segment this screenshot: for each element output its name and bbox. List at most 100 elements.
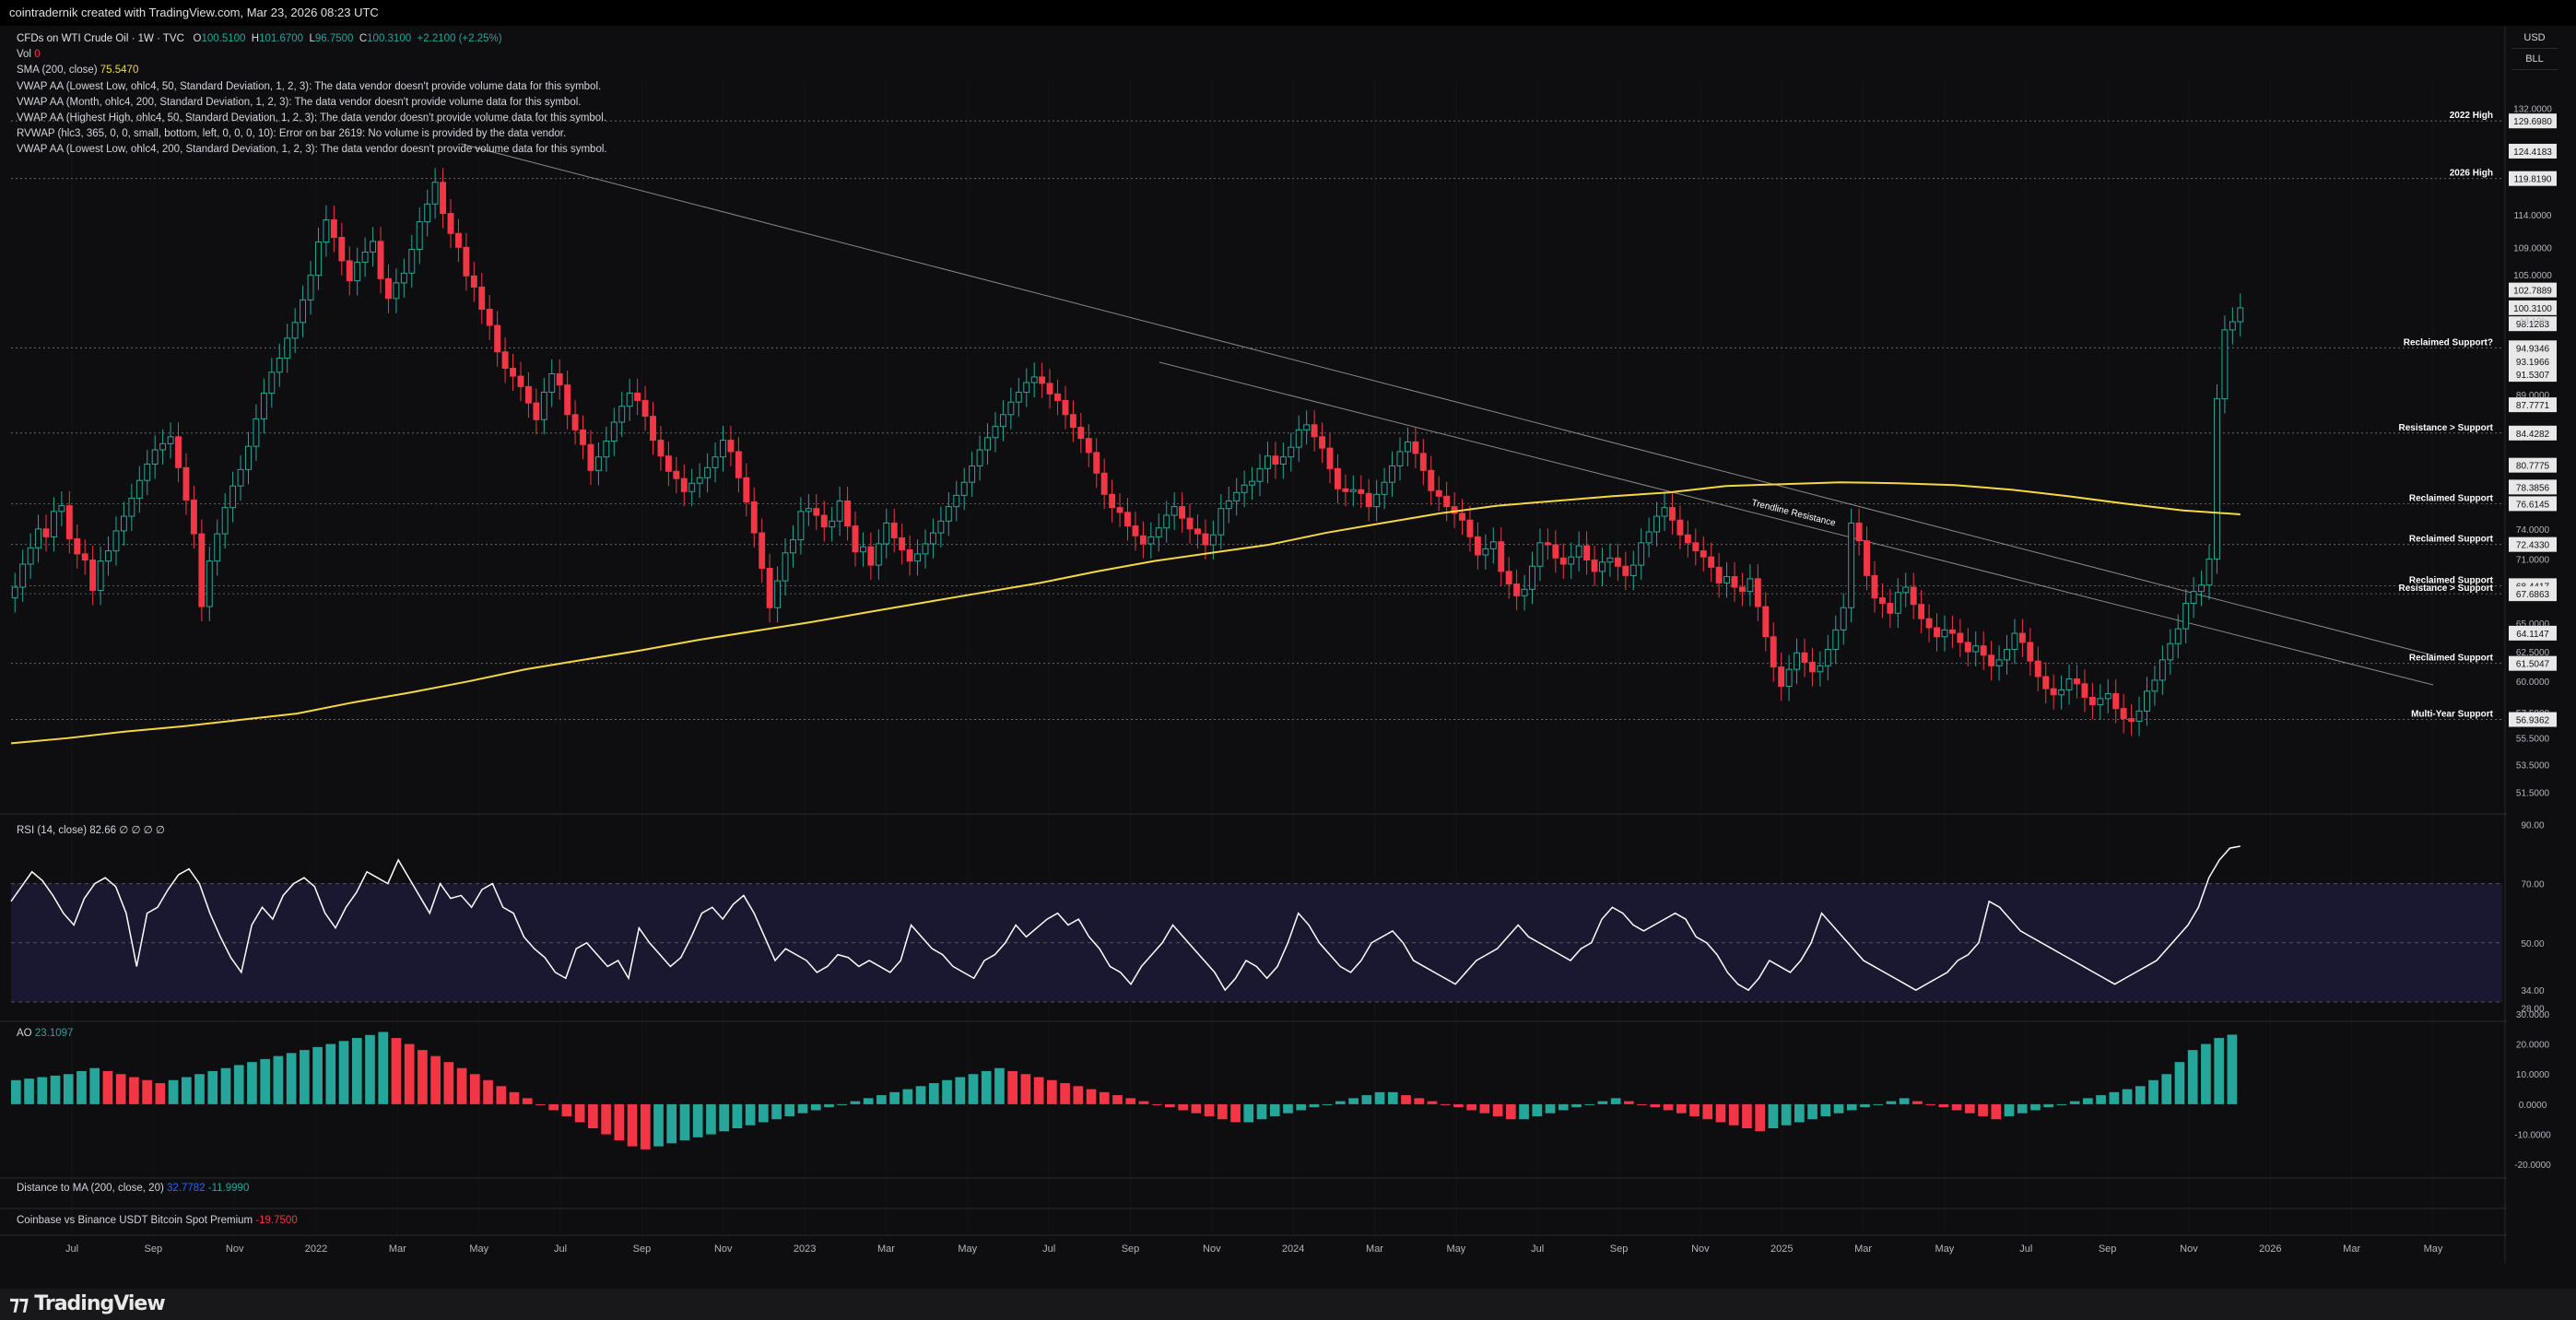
candle-body — [727, 440, 735, 453]
symbol-name[interactable]: CFDs on WTI Crude Oil · 1W · TVC — [17, 33, 184, 44]
ao-bar — [1309, 1103, 1320, 1108]
ao-bar — [207, 1070, 218, 1104]
candle-body — [2011, 632, 2018, 650]
candle-body — [1202, 533, 1209, 546]
distance-label: Distance to MA (200, close, 20) 32.7782 … — [17, 1183, 250, 1194]
ao-bar — [325, 1043, 336, 1104]
price-tick: 60.0000 — [2516, 678, 2550, 688]
candle-body — [852, 525, 859, 553]
candle-body — [883, 522, 890, 545]
price-label: 72.4330 — [2516, 541, 2550, 551]
time-tick: Nov — [226, 1243, 244, 1255]
candle-body — [657, 440, 665, 457]
price-label-box — [2509, 397, 2557, 413]
price-label-box — [2509, 586, 2557, 602]
ao-bar — [509, 1091, 520, 1104]
ao-bar — [1033, 1077, 1044, 1104]
candle-body — [144, 463, 151, 481]
candle-body — [969, 465, 976, 483]
candle-body — [875, 543, 882, 566]
candle-body — [1747, 578, 1754, 593]
time-tick: 2023 — [794, 1243, 816, 1255]
time-tick: Mar — [389, 1243, 406, 1255]
ao-bar — [2069, 1101, 2080, 1104]
candle-body — [182, 466, 190, 501]
ao-bar — [1204, 1103, 1215, 1116]
candle-body — [1902, 586, 1910, 594]
ao-bar — [522, 1098, 533, 1104]
ao-bar — [1217, 1103, 1228, 1120]
candle-body — [268, 371, 276, 394]
ao-histogram: 30.0000 20.0000 10.0000 0.0000 -10.0000 -20.0… — [11, 1010, 2551, 1171]
ao-tick: 30.0000 — [2516, 1010, 2550, 1020]
ao-bar — [1453, 1103, 1464, 1108]
annotations: 2022 High 2026 High Reclaimed Support? Resi… — [1750, 111, 2493, 719]
ao-bar — [561, 1103, 572, 1116]
ao-bar — [1702, 1103, 1713, 1120]
ao-bar — [574, 1103, 585, 1123]
candle-body — [1840, 607, 1847, 631]
candle-body — [323, 219, 330, 243]
candle-body — [1505, 571, 1512, 585]
candle-body — [206, 560, 213, 607]
ao-bar — [1624, 1101, 1634, 1104]
candle-body — [393, 282, 400, 300]
price-label: 100.3100 — [2513, 304, 2552, 314]
price-label: 76.6145 — [2516, 500, 2550, 510]
candle-body — [408, 249, 416, 274]
ao-bar — [181, 1077, 192, 1104]
ao-bar — [824, 1103, 834, 1108]
candle-body — [1762, 606, 1770, 638]
time-tick: May — [469, 1243, 488, 1255]
candle-body — [1739, 586, 1746, 593]
candle-body — [2112, 692, 2120, 710]
ao-bar — [745, 1103, 756, 1126]
ao-bar — [1361, 1095, 1372, 1104]
candle-body — [1855, 522, 1863, 542]
candle-body — [1591, 560, 1598, 572]
ao-label: AO 23.1097 — [17, 1028, 74, 1039]
trendline-resistance — [460, 143, 2434, 656]
horizontal-levels — [11, 120, 2502, 720]
rsi-tick: 90.00 — [2521, 820, 2544, 831]
ao-bar — [1846, 1103, 1857, 1111]
time-tick: Sep — [145, 1243, 163, 1255]
candle-body — [984, 437, 991, 451]
candle-body — [1311, 424, 1318, 438]
ao-bar — [1440, 1103, 1451, 1105]
ao-bar — [142, 1079, 152, 1104]
ao-bar — [233, 1065, 244, 1104]
candle-body — [2074, 678, 2080, 685]
chart-canvas[interactable]: 90.00 70.00 50.00 34.00 28.00 30.0000 20.0000… — [0, 26, 2576, 1289]
price-tick: 89.0000 — [2516, 391, 2550, 401]
currency-usd[interactable]: USD — [2511, 28, 2558, 49]
candle-body — [2042, 676, 2050, 689]
price-tick: 51.5000 — [2516, 789, 2550, 799]
candle-body — [190, 499, 197, 535]
candle-body — [19, 563, 27, 588]
currency-box[interactable]: USD BLL — [2511, 28, 2558, 70]
ao-bar — [11, 1079, 21, 1104]
candle-body — [307, 275, 314, 301]
currency-bll[interactable]: BLL — [2511, 49, 2558, 70]
candle-body — [1209, 534, 1217, 546]
candle-body — [1995, 659, 2003, 666]
tradingview-logo[interactable]: ⁊⁊ TradingView — [9, 1292, 166, 1315]
candle-body — [688, 482, 696, 492]
candle-body — [1832, 629, 1840, 650]
candle-body — [680, 477, 688, 492]
candle-body — [1288, 446, 1295, 458]
candle-body — [2018, 632, 2026, 643]
candle-body — [1451, 506, 1458, 514]
candle-body — [2167, 642, 2174, 661]
ao-bar — [810, 1103, 821, 1111]
ao-bar — [1296, 1103, 1307, 1111]
ao-bar — [483, 1079, 493, 1104]
candle-body — [1684, 534, 1691, 544]
candle-body — [1179, 506, 1186, 519]
candle-body — [2120, 708, 2127, 720]
candle-body — [1629, 564, 1637, 576]
candle-body — [2205, 558, 2213, 586]
legend-note: VWAP AA (Highest High, ohlc4, 50, Standa… — [17, 112, 606, 124]
candle-body — [1653, 515, 1661, 533]
